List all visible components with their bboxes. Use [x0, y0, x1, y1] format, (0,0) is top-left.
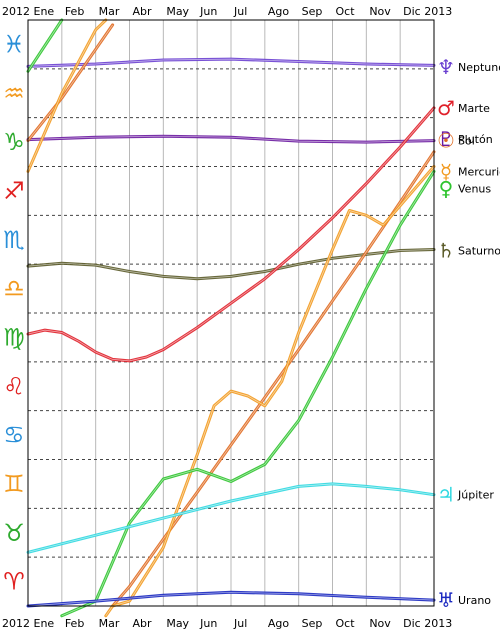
grid-layer	[28, 20, 434, 606]
month-tick-label: Feb	[65, 5, 84, 18]
planet-legend: ♆Neptuno ♇Plutón ♄Saturno ♂Marte ☉Sol ☿ Mercur…	[437, 55, 500, 612]
planet-line-highlight	[27, 58, 435, 67]
planet-line-highlight	[61, 171, 435, 617]
planet-label: Mercurio	[458, 165, 500, 178]
month-tick-label: Oct	[336, 617, 356, 630]
planet-line-highlight	[27, 107, 435, 362]
planet-line-highlight	[112, 151, 435, 607]
zodiac-sign-icon: ♐	[3, 177, 25, 205]
planet-line-highlight	[27, 483, 435, 553]
planet-label: Neptuno	[458, 61, 500, 74]
planet-line-highlight	[27, 591, 435, 607]
planet-icon: ♄	[437, 238, 455, 262]
top-axis: 2012 Ene Feb Mar Abr May Jun Jul Ago Sep Oct Nov Di…	[2, 5, 452, 18]
planet-icon: ♂	[437, 96, 455, 120]
month-tick-label: Mar	[99, 617, 120, 630]
zodiac-sign-icon: ♉	[3, 519, 25, 547]
planet-label: Venus	[458, 182, 491, 195]
planet-label: Plutón	[458, 133, 493, 146]
month-tick-label: May	[166, 5, 189, 18]
zodiac-sign-icon: ♌	[3, 372, 25, 400]
series-layer	[26, 18, 436, 618]
planet-icon: ♀	[439, 176, 454, 200]
zodiac-sign-icon: ♍	[3, 323, 25, 351]
month-tick-label: Jul	[233, 617, 247, 630]
zodiac-sign-icon: ♈	[3, 568, 25, 596]
month-tick-label: Dic 2013	[403, 5, 452, 18]
zodiac-sign-icon: ♑	[3, 128, 25, 156]
month-tick-label: Mar	[99, 5, 120, 18]
month-tick-label: Jun	[199, 5, 217, 18]
zodiac-sign-axis: ♓ ♒ ♑ ♐ ♏ ♎ ♍ ♌ ♋ ♊ ♉ ♈	[3, 30, 25, 595]
planet-icon: ☉	[437, 129, 455, 153]
planet-icon: ☿	[440, 159, 452, 183]
planet-line-highlight	[27, 135, 435, 143]
zodiac-sign-icon: ♊	[3, 470, 25, 498]
bottom-axis: 2012 Ene Feb Mar Abr May Jun Jul Ago Sep Oct Nov Di…	[2, 617, 452, 630]
zodiac-sign-icon: ♒	[3, 79, 25, 107]
month-tick-label: Ago	[268, 617, 290, 630]
planet-icon: ♃	[437, 483, 455, 507]
month-tick-label: Nov	[369, 5, 391, 18]
planet-icon: ♅	[437, 588, 455, 612]
month-tick-label: Nov	[369, 617, 391, 630]
month-tick-label: Jul	[233, 5, 247, 18]
month-tick-label: Abr	[133, 617, 153, 630]
month-tick-label: Sep	[302, 5, 323, 18]
zodiac-sign-icon: ♓	[3, 30, 25, 58]
zodiac-sign-icon: ♎	[3, 275, 25, 303]
month-tick-label: Sep	[302, 617, 323, 630]
plot-frame	[27, 19, 435, 607]
planet-line-highlight	[27, 24, 113, 141]
planet-icon: ♇	[437, 127, 455, 151]
planet-label: Júpiter	[457, 489, 494, 502]
planet-label: Saturno	[458, 244, 500, 257]
zodiac-sign-icon: ♋	[3, 421, 25, 449]
planet-label: Urano	[458, 594, 491, 607]
planet-label: Marte	[458, 102, 490, 115]
planet-label: Sol	[458, 135, 475, 148]
month-tick-label: 2012 Ene	[2, 5, 54, 18]
month-tick-label: Oct	[336, 5, 356, 18]
month-tick-label: Feb	[65, 617, 84, 630]
zodiac-sign-icon: ♏	[3, 226, 25, 254]
planet-line-highlight	[27, 19, 107, 172]
month-tick-label: 2012 Ene	[2, 617, 54, 630]
month-tick-label: Jun	[199, 617, 217, 630]
planet-line-highlight	[105, 166, 435, 616]
month-tick-label: Abr	[133, 5, 153, 18]
month-tick-label: Dic 2013	[403, 617, 452, 630]
month-tick-label: May	[166, 617, 189, 630]
planet-icon: ♆	[437, 55, 455, 79]
planet-line-highlight	[27, 19, 63, 72]
month-tick-label: Ago	[268, 5, 290, 18]
